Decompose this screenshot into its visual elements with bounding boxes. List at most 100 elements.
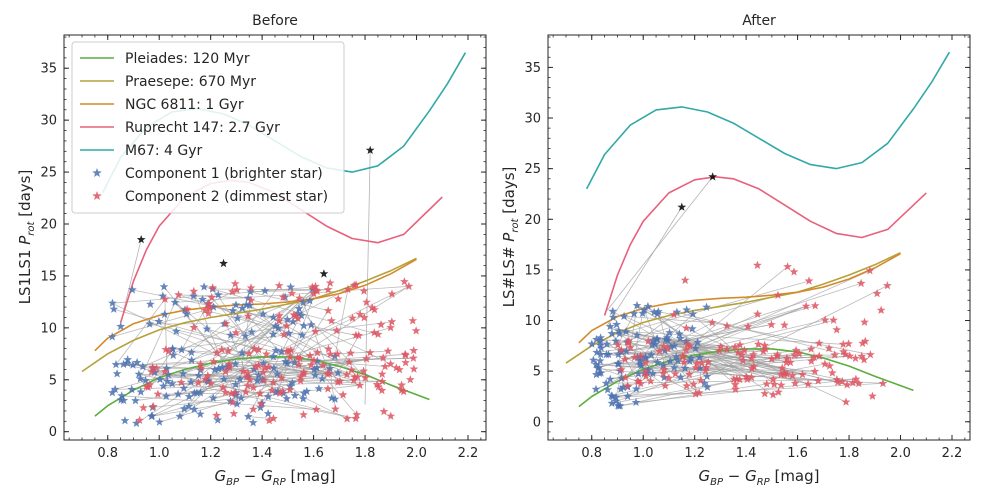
component-2-point xyxy=(296,372,306,381)
component-2-point xyxy=(243,368,253,377)
panel-after-y-axis-label: LS#LS# Prot [days] xyxy=(500,167,521,308)
component-1-point xyxy=(131,396,140,405)
component-2-point xyxy=(824,343,834,353)
component-2-point xyxy=(769,379,779,389)
component-2-point xyxy=(227,389,236,398)
component-1-point xyxy=(159,282,169,291)
component-2-point xyxy=(760,340,769,350)
component-2-point xyxy=(616,345,626,354)
component-1-point xyxy=(123,358,132,367)
component-2-point xyxy=(783,262,792,271)
component-1-point xyxy=(595,368,604,378)
component-1-point xyxy=(195,409,205,418)
component-2-point xyxy=(828,368,837,377)
component-2-point xyxy=(691,363,701,372)
component-2-point xyxy=(259,375,269,385)
component-2-point xyxy=(803,379,813,388)
component-2-point xyxy=(860,336,870,345)
pair-link xyxy=(620,383,767,407)
component-2-point xyxy=(689,379,698,388)
component-2-point xyxy=(814,338,824,347)
component-1-point xyxy=(675,333,685,343)
component-1-point xyxy=(611,336,621,345)
component-1-point xyxy=(695,363,705,372)
component-2-point xyxy=(323,384,333,393)
component-2-point xyxy=(386,359,395,368)
component-2-point xyxy=(221,319,231,328)
pair-link xyxy=(334,289,349,357)
component-1-point xyxy=(213,290,223,299)
component-1-point xyxy=(219,374,229,383)
component-2-point xyxy=(716,342,726,351)
component-2-point xyxy=(189,322,199,332)
component-2-point xyxy=(359,286,369,295)
component-1-point xyxy=(198,294,207,304)
component-2-point xyxy=(876,305,886,314)
x-tick-label: 0.8 xyxy=(581,446,602,461)
component-1-point xyxy=(290,391,300,400)
component-1-point xyxy=(189,291,198,300)
component-1-point xyxy=(240,331,250,340)
component-2-point xyxy=(659,365,669,374)
component-2-point xyxy=(845,351,855,360)
pair-link xyxy=(302,302,330,374)
component-2-point xyxy=(782,358,791,367)
component-2-point xyxy=(208,283,217,292)
component-1-point xyxy=(269,363,279,372)
component-2-point xyxy=(224,359,234,368)
component-1-point xyxy=(160,309,170,319)
component-1-point xyxy=(654,307,663,316)
component-2-point xyxy=(397,385,406,394)
component-2-point xyxy=(405,375,415,384)
component-1-point xyxy=(117,391,127,400)
pair-link xyxy=(311,324,391,365)
component-2-point xyxy=(776,370,786,379)
component-2-point xyxy=(683,339,692,348)
component-2-point xyxy=(152,363,161,372)
component-2-point xyxy=(309,355,319,365)
component-1-point xyxy=(235,374,245,383)
panel-after-x-axis-label: GBP − GRP [mag] xyxy=(698,467,819,488)
component-1-point xyxy=(675,329,684,338)
component-2-point xyxy=(733,348,743,357)
component-1-point xyxy=(170,297,180,307)
component-1-point xyxy=(327,393,337,402)
component-1-point xyxy=(282,394,292,403)
component-2-point xyxy=(708,318,717,327)
component-2-point xyxy=(245,375,255,384)
component-2-point xyxy=(659,342,669,351)
component-2-point xyxy=(730,380,740,389)
component-2-point xyxy=(401,358,410,367)
component-2-point xyxy=(866,350,875,359)
component-1-point xyxy=(237,303,247,312)
pair-link xyxy=(706,285,888,377)
component-2-point xyxy=(351,414,361,423)
component-2-point xyxy=(776,380,786,389)
component-1-point xyxy=(109,304,119,313)
x-tick-label: 0.8 xyxy=(97,446,118,461)
component-1-point xyxy=(589,355,598,364)
component-1-point xyxy=(179,404,189,413)
component-2-point xyxy=(349,375,359,385)
pair-link xyxy=(598,367,639,383)
component-1-point xyxy=(629,309,639,318)
component-1-point xyxy=(168,350,178,359)
component-2-point xyxy=(681,345,691,354)
component-2-point xyxy=(255,389,265,398)
component-2-point xyxy=(708,172,718,181)
pair-link xyxy=(611,363,825,404)
component-2-point xyxy=(268,377,278,387)
component-1-point xyxy=(665,328,674,337)
pair-link xyxy=(206,328,288,352)
component-2-point xyxy=(231,328,241,337)
component-1-point xyxy=(271,387,281,397)
component-1-point xyxy=(616,384,626,393)
y-tick-label: 35 xyxy=(40,62,57,77)
component-2-point xyxy=(325,278,335,287)
component-1-point xyxy=(299,388,309,397)
component-2-point xyxy=(285,352,295,361)
component-1-point xyxy=(660,346,670,355)
component-2-point xyxy=(262,349,271,358)
pair-link xyxy=(182,284,357,375)
component-1-point xyxy=(128,360,138,369)
